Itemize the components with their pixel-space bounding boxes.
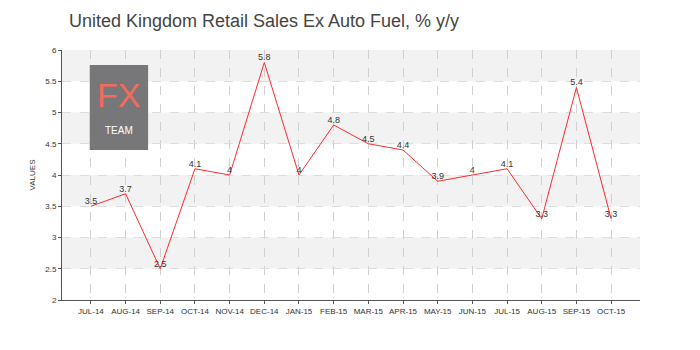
svg-text:OCT-14: OCT-14 xyxy=(181,307,210,316)
svg-text:JAN-15: JAN-15 xyxy=(286,307,313,316)
svg-text:JUN-15: JUN-15 xyxy=(459,307,487,316)
svg-text:4: 4 xyxy=(52,171,57,180)
svg-text:VALUES: VALUES xyxy=(28,160,37,191)
svg-text:6: 6 xyxy=(52,46,57,55)
svg-text:4: 4 xyxy=(296,165,301,175)
svg-text:United Kingdom Retail Sales Ex: United Kingdom Retail Sales Ex Auto Fuel… xyxy=(69,11,459,31)
svg-text:5.8: 5.8 xyxy=(258,52,271,62)
svg-text:4.5: 4.5 xyxy=(362,134,375,144)
svg-text:2.5: 2.5 xyxy=(45,265,57,274)
svg-text:JUL-14: JUL-14 xyxy=(78,307,104,316)
svg-text:3.9: 3.9 xyxy=(431,171,444,181)
svg-text:AUG-15: AUG-15 xyxy=(527,307,556,316)
svg-text:3.3: 3.3 xyxy=(535,209,548,219)
svg-text:NOV-14: NOV-14 xyxy=(215,307,244,316)
svg-text:3.5: 3.5 xyxy=(85,196,98,206)
svg-text:DEC-14: DEC-14 xyxy=(250,307,279,316)
svg-text:3.7: 3.7 xyxy=(119,184,132,194)
svg-text:FEB-15: FEB-15 xyxy=(320,307,348,316)
svg-text:SEP-14: SEP-14 xyxy=(146,307,174,316)
svg-text:3.3: 3.3 xyxy=(605,209,618,219)
svg-text:4.8: 4.8 xyxy=(327,115,340,125)
svg-text:4.1: 4.1 xyxy=(189,159,202,169)
svg-text:3: 3 xyxy=(52,233,57,242)
svg-text:APR-15: APR-15 xyxy=(389,307,418,316)
svg-text:4.4: 4.4 xyxy=(397,140,410,150)
svg-text:2.5: 2.5 xyxy=(154,259,167,269)
svg-text:OCT-15: OCT-15 xyxy=(597,307,626,316)
svg-text:AUG-14: AUG-14 xyxy=(111,307,140,316)
svg-text:MAY-15: MAY-15 xyxy=(424,307,452,316)
svg-text:4.1: 4.1 xyxy=(501,159,514,169)
svg-text:5.5: 5.5 xyxy=(45,77,57,86)
svg-text:5: 5 xyxy=(52,108,57,117)
svg-text:5.4: 5.4 xyxy=(570,77,583,87)
svg-text:FX: FX xyxy=(97,76,140,114)
svg-text:SEP-15: SEP-15 xyxy=(563,307,591,316)
svg-text:2: 2 xyxy=(52,296,57,305)
svg-text:4: 4 xyxy=(227,165,232,175)
svg-text:JUL-15: JUL-15 xyxy=(494,307,520,316)
svg-text:MAR-15: MAR-15 xyxy=(354,307,384,316)
svg-text:4: 4 xyxy=(470,165,475,175)
svg-text:4.5: 4.5 xyxy=(45,140,57,149)
svg-text:TEAM: TEAM xyxy=(105,125,133,136)
svg-text:3.5: 3.5 xyxy=(45,202,57,211)
